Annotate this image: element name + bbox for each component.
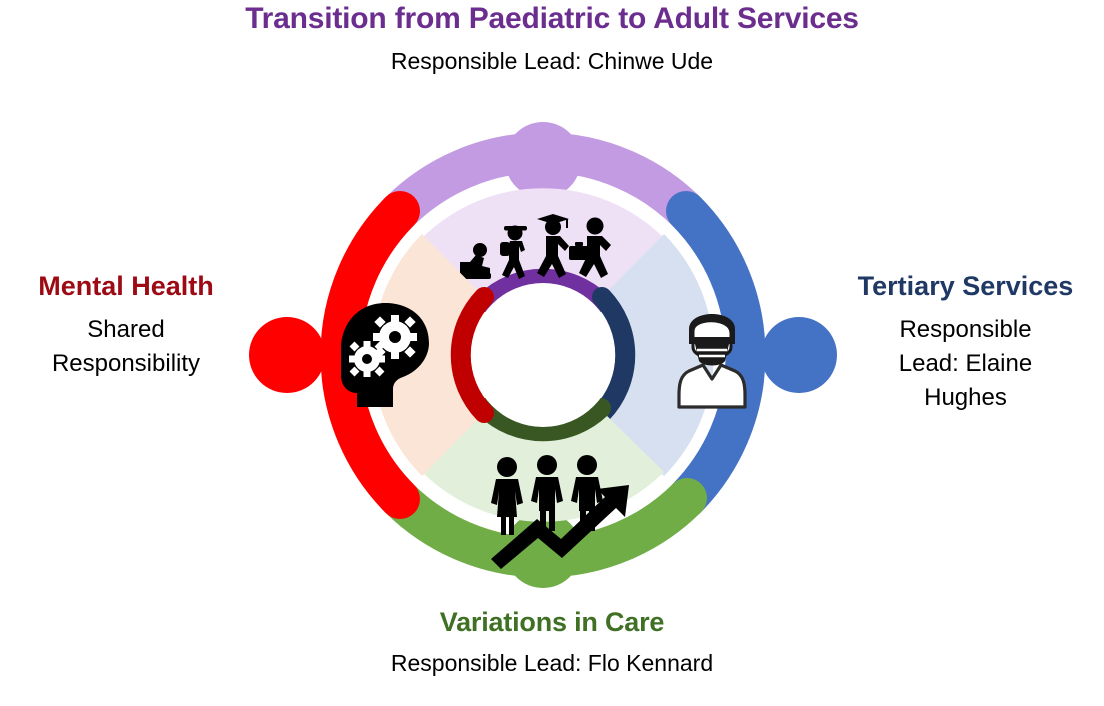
quadrant-label-right: Tertiary Services Responsible Lead: Elai… bbox=[838, 271, 1093, 415]
right-quadrant-knob bbox=[761, 317, 837, 393]
left-lead-line-1: Shared bbox=[87, 316, 165, 344]
right-quadrant-inner-arc bbox=[592, 287, 636, 423]
quadrant-right-blue[interactable] bbox=[592, 191, 837, 519]
bottom-quadrant-outer-arc bbox=[379, 478, 707, 578]
head-with-gears-icon bbox=[341, 303, 429, 407]
left-quadrant-knob bbox=[249, 317, 325, 393]
cycle-wheel-graphic bbox=[233, 105, 853, 605]
top-quadrant-inner-arc bbox=[475, 268, 611, 312]
quadrant-left-red[interactable] bbox=[249, 191, 494, 519]
people-growth-chart-icon bbox=[491, 455, 629, 569]
top-quadrant-title: Transition from Paediatric to Adult Serv… bbox=[245, 2, 859, 35]
top-quadrant-outer-arc bbox=[379, 132, 707, 232]
right-quadrant-outer-arc bbox=[666, 191, 766, 519]
right-lead-line-1: Responsible bbox=[899, 316, 1032, 344]
right-quadrant-lead: Responsible Lead: Elaine Hughes bbox=[838, 313, 1093, 415]
left-quadrant-lead: Shared Responsibility bbox=[0, 313, 252, 381]
right-quadrant-title: Tertiary Services bbox=[857, 271, 1074, 301]
right-lead-line-3: Hughes bbox=[924, 384, 1007, 412]
left-quadrant-inner-arc bbox=[450, 287, 494, 423]
right-lead-line-2: Lead: Elaine bbox=[898, 350, 1033, 378]
bottom-quadrant-lead: Responsible Lead: Flo Kennard bbox=[390, 650, 714, 677]
quadrant-top-purple[interactable] bbox=[379, 122, 707, 312]
quadrant-label-left: Mental Health Shared Responsibility bbox=[0, 271, 252, 381]
bottom-quadrant-title: Variations in Care bbox=[439, 607, 665, 637]
life-stages-figures-icon bbox=[459, 214, 611, 279]
bottom-quadrant-inner-arc bbox=[475, 398, 611, 442]
right-quadrant-wedge bbox=[601, 234, 714, 476]
quadrant-label-top: Transition from Paediatric to Adult Serv… bbox=[0, 2, 1104, 75]
left-quadrant-outer-arc bbox=[320, 191, 420, 519]
left-lead-line-2: Responsibility bbox=[51, 350, 201, 378]
left-quadrant-title: Mental Health bbox=[38, 271, 214, 301]
center-hub bbox=[471, 283, 615, 427]
quadrant-label-bottom: Variations in Care Responsible Lead: Flo… bbox=[0, 607, 1104, 677]
quadrant-bottom-green[interactable] bbox=[379, 398, 707, 588]
left-quadrant-wedge bbox=[372, 234, 485, 476]
top-quadrant-lead: Responsible Lead: Chinwe Ude bbox=[390, 47, 714, 74]
masked-clinician-icon bbox=[677, 314, 747, 409]
